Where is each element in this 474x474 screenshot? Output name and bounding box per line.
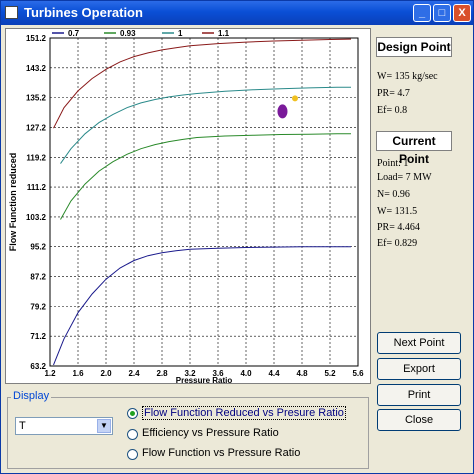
app-icon <box>5 6 18 19</box>
series-line-0-7 <box>53 246 351 366</box>
series-line-1-1 <box>53 38 352 129</box>
x-tick-label: 4.0 <box>240 369 252 378</box>
minimize-button[interactable]: _ <box>413 4 431 22</box>
x-tick-label: 1.6 <box>72 369 84 378</box>
export-button[interactable]: Export <box>377 358 461 380</box>
y-tick-label: 87.2 <box>30 273 46 282</box>
y-tick-label: 79.2 <box>30 302 46 311</box>
radio-unselected-icon[interactable] <box>127 429 138 440</box>
radio-flow-function-reduced[interactable]: Flow Function Reduced vs Presure Ratio <box>127 406 346 422</box>
window-title: Turbines Operation <box>24 5 143 20</box>
y-tick-label: 95.2 <box>30 243 46 252</box>
title-bar[interactable]: Turbines Operation _ □ X <box>1 1 473 25</box>
chevron-down-icon[interactable]: ▼ <box>97 419 111 433</box>
current-point-header: Current Point <box>376 131 452 166</box>
radio-selected-icon[interactable] <box>127 408 138 419</box>
display-select-value: T <box>19 420 26 432</box>
next-point-button[interactable]: Next Point <box>377 332 461 354</box>
y-tick-label: 63.2 <box>30 362 46 371</box>
chart-frame: 1.2 1.6 2.0 2.4 2.8 3.2 3.6 4.0 4.4 4.8 5.2 5.6 63.2… <box>5 28 371 385</box>
design-point-header: Design Point <box>376 37 452 57</box>
x-tick-label: 5.2 <box>324 369 336 378</box>
x-tick-label: 3.2 <box>184 369 196 378</box>
current-n: N= 0.96 <box>377 189 410 200</box>
y-tick-label: 143.2 <box>26 64 47 73</box>
x-axis-label: Pressure Ratio <box>176 376 233 383</box>
y-axis-label: Flow Function reduced <box>8 153 18 252</box>
radio-efficiency[interactable]: Efficiency vs Pressure Ratio <box>127 427 327 443</box>
x-tick-label: 4.4 <box>268 369 280 378</box>
radio-label: Flow Function Reduced vs Presure Ratio <box>142 406 346 420</box>
close-button[interactable]: Close <box>377 409 461 431</box>
maximize-button[interactable]: □ <box>433 4 451 22</box>
current-ef: Ef= 0.829 <box>377 238 418 249</box>
radio-label: Efficiency vs Pressure Ratio <box>142 427 279 439</box>
display-select[interactable]: T ▼ <box>15 417 113 435</box>
print-button[interactable]: Print <box>377 384 461 406</box>
legend-label: 1.1 <box>218 29 230 38</box>
series-line-1 <box>60 86 351 164</box>
radio-label: Flow Function vs Pressure Ratio <box>142 447 301 459</box>
y-tick-label: 135.2 <box>26 94 47 103</box>
current-point-marker <box>277 104 288 119</box>
y-tick-label: 119.2 <box>26 153 46 162</box>
close-window-button[interactable]: X <box>453 4 471 22</box>
x-tick-label: 2.8 <box>156 369 168 378</box>
x-tick-label: 1.2 <box>44 369 56 378</box>
current-pr: PR= 4.464 <box>377 222 420 233</box>
display-groupbox <box>7 397 369 469</box>
x-tick-label: 2.4 <box>128 369 140 378</box>
plot-border <box>49 37 359 367</box>
x-tick-label: 2.0 <box>100 369 112 378</box>
y-tick-label: 71.2 <box>30 332 46 341</box>
current-point-number: Point: 1 <box>377 158 409 169</box>
legend-label: 0.93 <box>120 29 136 38</box>
current-w: W= 131.5 <box>377 206 418 217</box>
radio-flow-function[interactable]: Flow Function vs Pressure Ratio <box>127 447 327 463</box>
radio-unselected-icon[interactable] <box>127 449 138 460</box>
design-w: W= 135 kg/sec <box>377 71 438 82</box>
y-tick-label: 127.2 <box>26 123 47 132</box>
x-tick-label: 4.8 <box>296 369 308 378</box>
flow-function-chart: 1.2 1.6 2.0 2.4 2.8 3.2 3.6 4.0 4.4 4.8 5.2 5.6 63.2… <box>8 29 364 385</box>
display-group-label: Display <box>11 390 52 402</box>
legend-label: 1 <box>178 29 183 38</box>
y-tick-label: 111.2 <box>27 183 47 192</box>
design-pr: PR= 4.7 <box>377 88 410 99</box>
design-point-marker <box>292 95 298 102</box>
current-load: Load= 7 MW <box>377 172 432 183</box>
x-tick-label: 3.6 <box>212 369 224 378</box>
y-tick-label: 103.2 <box>26 213 47 222</box>
series-line-0-93 <box>60 133 351 220</box>
x-tick-label: 5.6 <box>352 369 364 378</box>
design-ef: Ef= 0.8 <box>377 105 408 116</box>
y-tick-label: 151.2 <box>26 34 47 43</box>
legend-label: 0.7 <box>68 29 80 38</box>
